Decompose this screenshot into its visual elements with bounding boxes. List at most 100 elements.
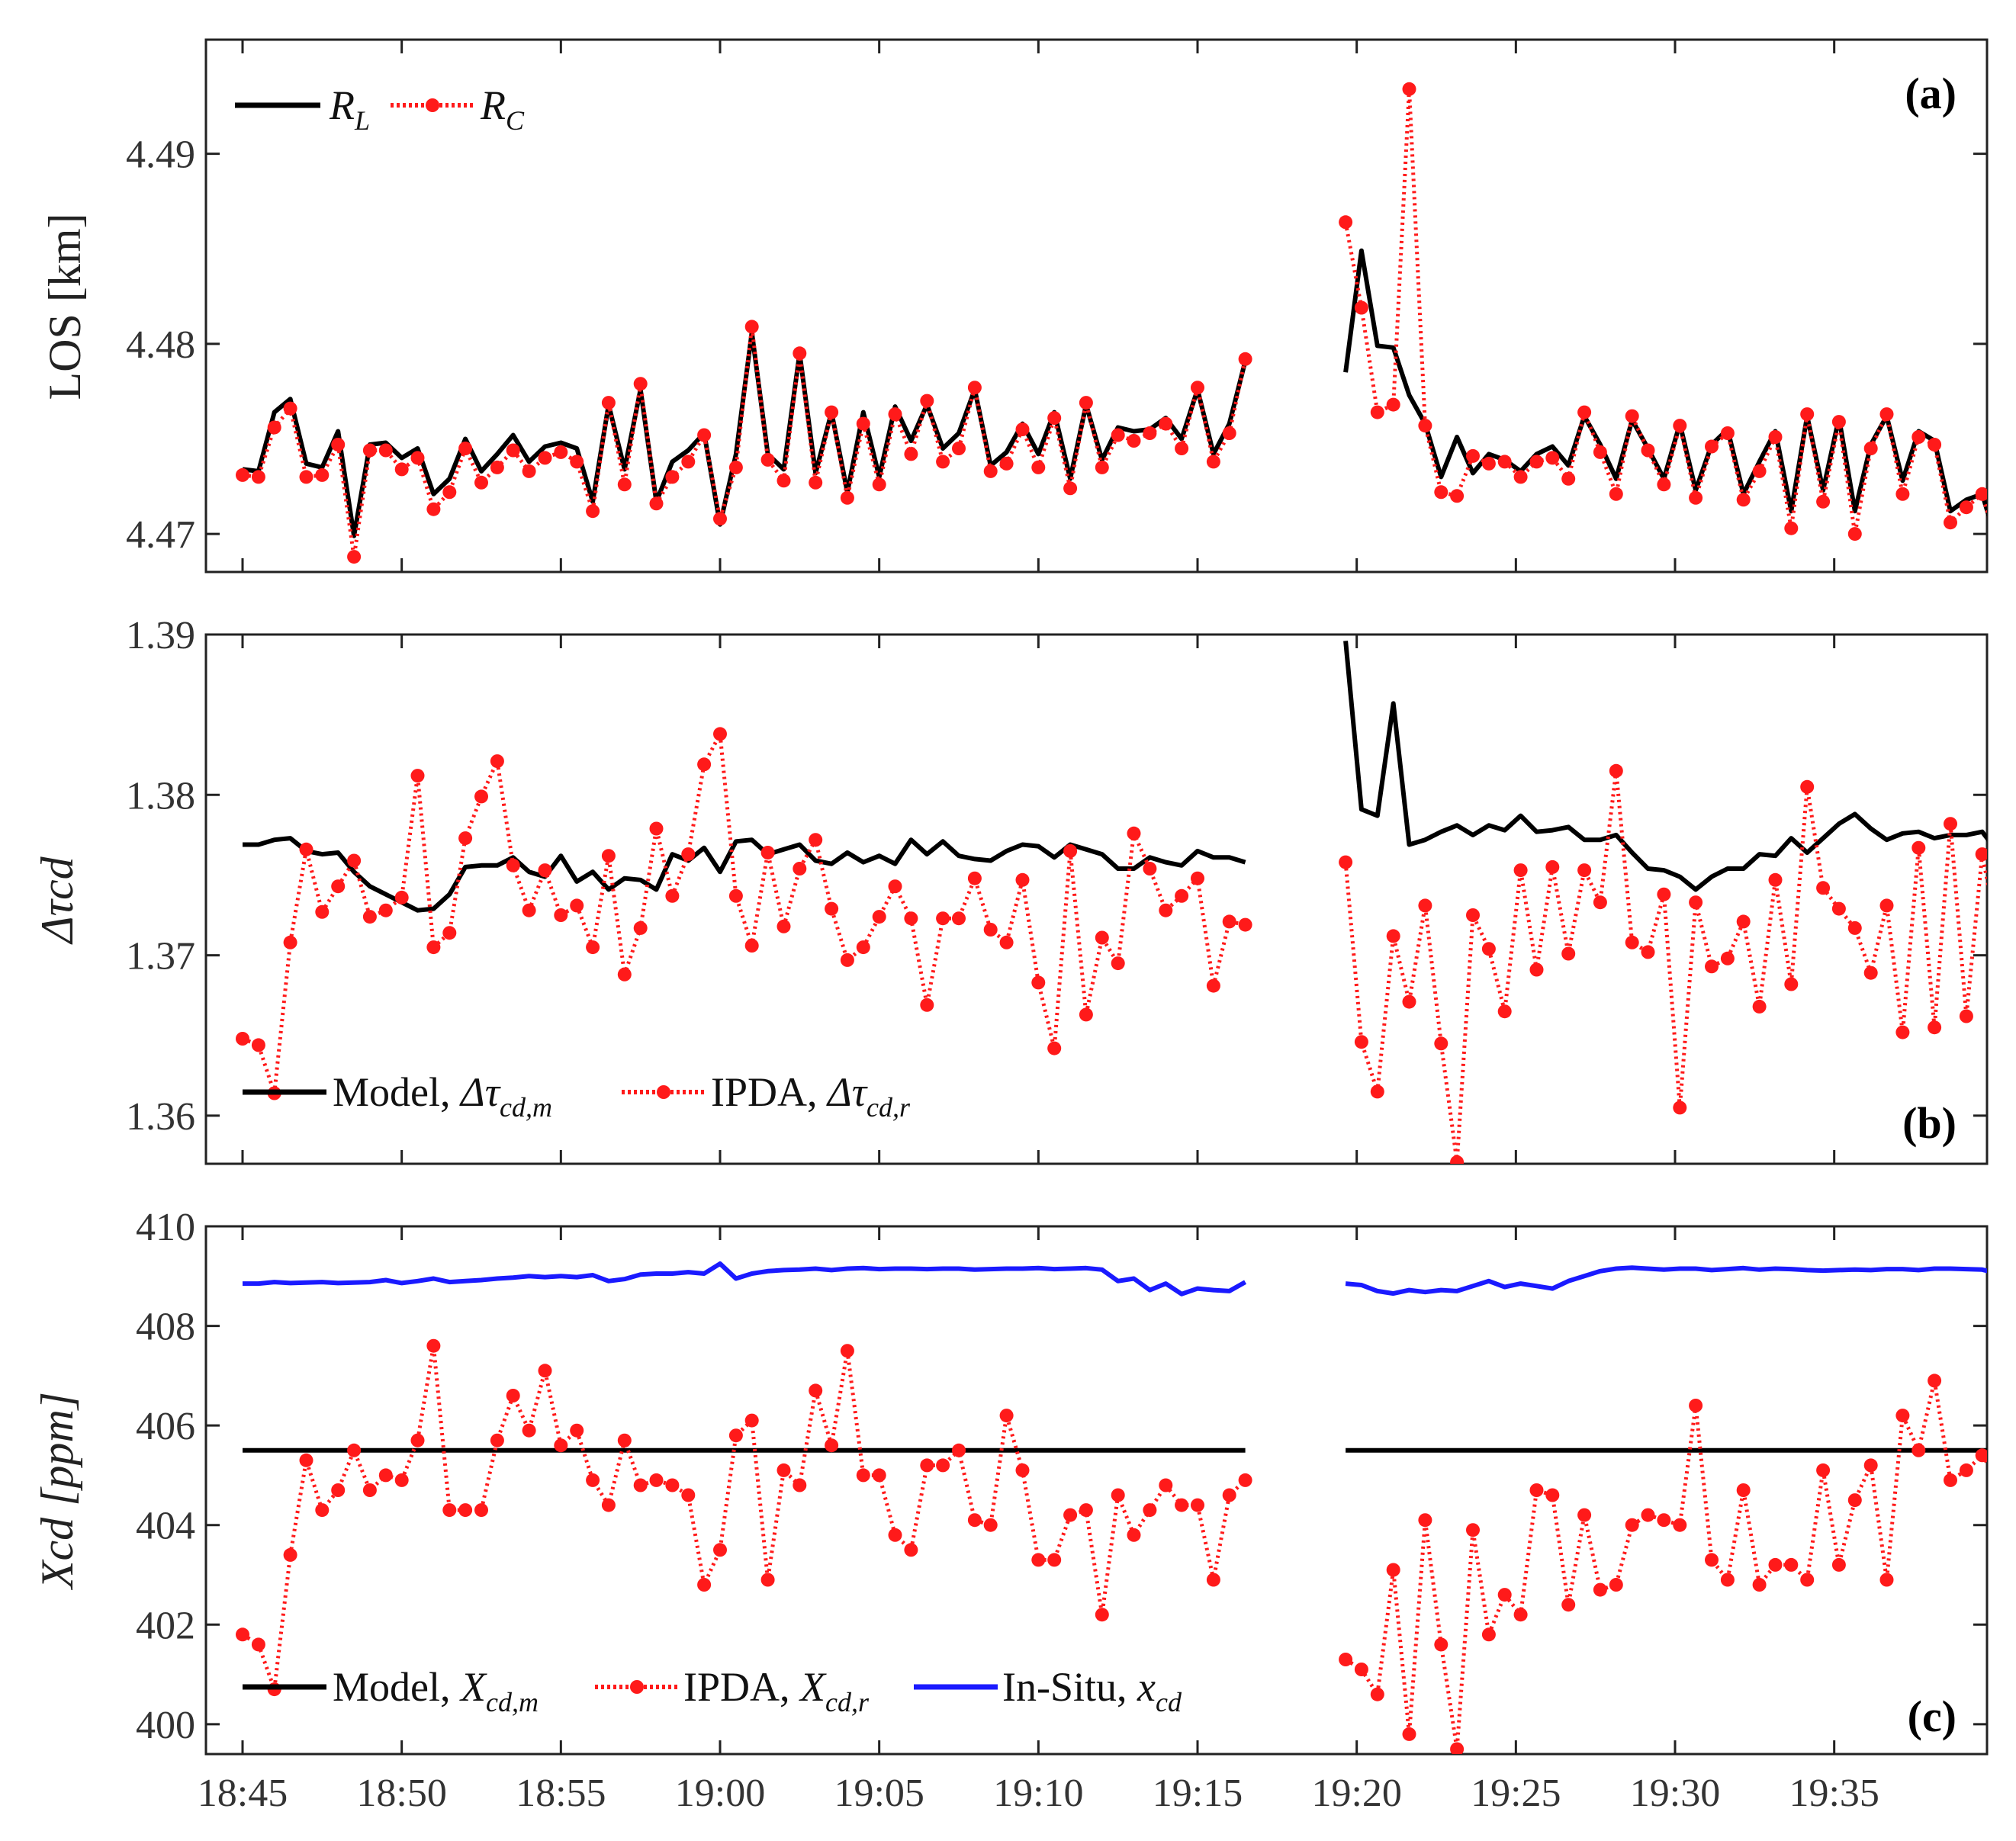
data-point-c xyxy=(426,1338,441,1353)
x-tick-label: 18:50 xyxy=(356,1772,446,1815)
data-point-b xyxy=(1222,914,1236,929)
data-point-a xyxy=(1641,443,1655,458)
panel-b-tag: (b) xyxy=(1902,1098,1957,1148)
data-point-b xyxy=(1975,847,1987,862)
data-point-a xyxy=(299,470,313,484)
data-point-c xyxy=(952,1443,966,1457)
data-point-b xyxy=(442,926,457,940)
data-point-c xyxy=(283,1547,297,1562)
data-point-a xyxy=(1191,381,1204,395)
data-point-c xyxy=(1959,1463,1973,1477)
data-point-b xyxy=(1831,901,1846,916)
series-line-c xyxy=(1344,1378,1987,1751)
data-point-b xyxy=(1689,895,1703,910)
data-point-c xyxy=(1895,1409,1910,1423)
data-point-c xyxy=(1339,1653,1353,1666)
data-point-c xyxy=(1593,1582,1607,1597)
data-point-c xyxy=(1175,1498,1189,1512)
data-point-c xyxy=(1847,1493,1862,1508)
data-point-a xyxy=(601,396,616,410)
x-tick-label: 19:05 xyxy=(834,1772,924,1815)
data-point-b xyxy=(1434,1036,1448,1051)
data-point-b xyxy=(601,849,616,863)
data-point-c xyxy=(904,1543,918,1557)
data-point-c xyxy=(744,1413,759,1428)
data-point-a xyxy=(1831,415,1846,429)
x-tick-label: 19:10 xyxy=(993,1772,1083,1815)
series-line-c xyxy=(243,1261,1247,1296)
data-point-c xyxy=(1418,1513,1432,1528)
y-tick-label: 1.37 xyxy=(126,935,195,978)
data-point-a xyxy=(1625,409,1639,423)
y-tick-label: 410 xyxy=(136,1206,195,1249)
data-point-b xyxy=(1402,994,1416,1009)
data-point-a xyxy=(1673,419,1687,433)
data-point-b xyxy=(1191,871,1204,885)
data-point-a xyxy=(538,451,552,465)
series-line-b xyxy=(242,731,1246,1095)
data-point-b xyxy=(1079,1007,1093,1022)
data-point-b xyxy=(1593,895,1607,910)
data-point-b xyxy=(1206,978,1220,993)
data-point-b xyxy=(283,935,297,949)
data-point-a xyxy=(681,455,696,469)
y-tick-label: 408 xyxy=(136,1306,195,1349)
data-point-b xyxy=(967,871,982,885)
panel-a-ylabel: LOS [km] xyxy=(40,214,90,400)
data-point-c xyxy=(760,1573,775,1587)
data-point-c xyxy=(1370,1687,1384,1701)
data-point-c xyxy=(1768,1557,1783,1572)
data-point-a xyxy=(586,504,600,519)
data-point-c xyxy=(1975,1448,1987,1463)
data-point-c xyxy=(1831,1557,1846,1572)
data-point-c xyxy=(1481,1627,1496,1642)
data-point-b xyxy=(1466,908,1480,922)
series-line-b xyxy=(243,836,1246,913)
data-point-c xyxy=(681,1488,696,1502)
data-point-a xyxy=(1529,455,1544,469)
data-point-c xyxy=(251,1637,265,1652)
x-tick-label: 19:25 xyxy=(1471,1772,1561,1815)
data-point-c xyxy=(1450,1742,1465,1754)
data-point-a xyxy=(1863,442,1878,455)
data-point-a xyxy=(809,475,823,490)
data-point-c xyxy=(809,1383,823,1398)
data-point-a xyxy=(888,407,902,422)
data-point-c xyxy=(1928,1374,1942,1388)
panel-c-xcd: 400 402 404 406 408 410 Xcd [ppm] (c) Model, … xyxy=(32,1206,2005,1756)
y-tick-label: 1.36 xyxy=(126,1095,195,1139)
y-tick-label: 404 xyxy=(136,1505,195,1548)
data-point-a xyxy=(1047,411,1062,426)
data-point-c xyxy=(1206,1573,1220,1587)
data-point-b xyxy=(1641,945,1655,959)
data-point-a xyxy=(744,320,759,334)
data-point-a xyxy=(840,490,854,505)
panel-a-tag: (a) xyxy=(1905,69,1957,118)
data-point-b xyxy=(315,904,330,919)
data-point-c xyxy=(1127,1528,1141,1542)
data-point-b xyxy=(1418,898,1432,913)
data-point-a xyxy=(983,464,998,478)
data-point-a xyxy=(394,462,409,477)
data-point-a xyxy=(649,496,664,511)
data-point-c xyxy=(1386,1563,1400,1577)
legend-ipda-label: IPDA, Δτcd,r xyxy=(711,1069,911,1123)
data-point-c xyxy=(1529,1483,1544,1497)
data-point-a xyxy=(1418,419,1432,433)
data-point-c xyxy=(1222,1488,1236,1502)
data-point-c xyxy=(1354,1663,1368,1676)
legend-rc-marker xyxy=(426,98,439,112)
legend-insitu-label: In-Situ, xcd xyxy=(1002,1664,1182,1717)
data-point-a xyxy=(490,460,504,474)
data-point-a xyxy=(617,477,632,492)
data-point-c xyxy=(1992,1473,2005,1487)
data-point-b xyxy=(426,940,441,955)
data-point-a xyxy=(1847,527,1862,541)
data-point-c xyxy=(633,1478,648,1492)
data-point-a xyxy=(1497,455,1512,469)
data-point-c xyxy=(1705,1553,1719,1567)
data-point-c xyxy=(1497,1588,1512,1602)
panel-a-legend: RL RC xyxy=(235,82,525,136)
data-point-b xyxy=(1370,1084,1384,1099)
data-point-b xyxy=(1736,914,1751,929)
